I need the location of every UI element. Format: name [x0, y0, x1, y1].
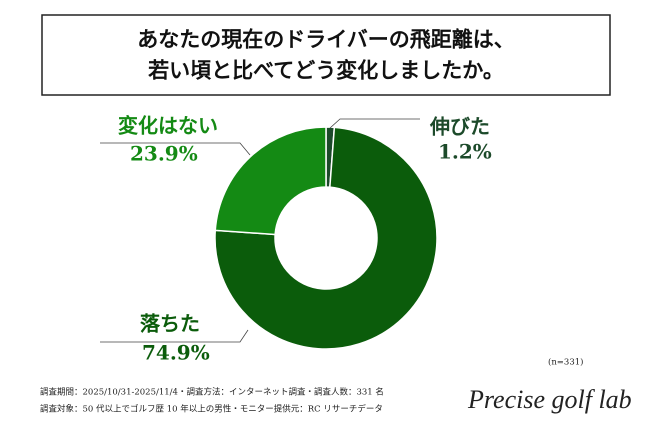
value-label: 1.2%	[438, 140, 492, 164]
chart-title: 若い頃と比べてどう変化しましたか。	[147, 58, 504, 83]
slice-label: 伸びた	[429, 115, 490, 139]
slice	[214, 126, 438, 350]
value-label: 23.9%	[130, 142, 198, 166]
title-box	[41, 14, 611, 96]
value-label: 74.9%	[142, 341, 210, 365]
slice	[214, 126, 327, 236]
slice-label: 落ちた	[140, 312, 200, 336]
leader-line	[100, 142, 251, 156]
chart-title: あなたの現在のドライバーの飛距離は、	[137, 27, 515, 52]
slice-label: 変化はない	[118, 114, 218, 138]
leader-line	[100, 329, 249, 343]
footnote: 調査期間：2025/10/31-2025/11/4・調査方法：インターネット調査…	[40, 387, 384, 398]
footnote: 調査対象：50 代以上でゴルフ歴 10 年以上の男性・モニター提供元：RC リサ…	[40, 404, 383, 415]
logo: Precise golf lab	[467, 385, 632, 414]
sample-size: (n=331)	[548, 357, 583, 368]
leader-line	[329, 118, 420, 129]
